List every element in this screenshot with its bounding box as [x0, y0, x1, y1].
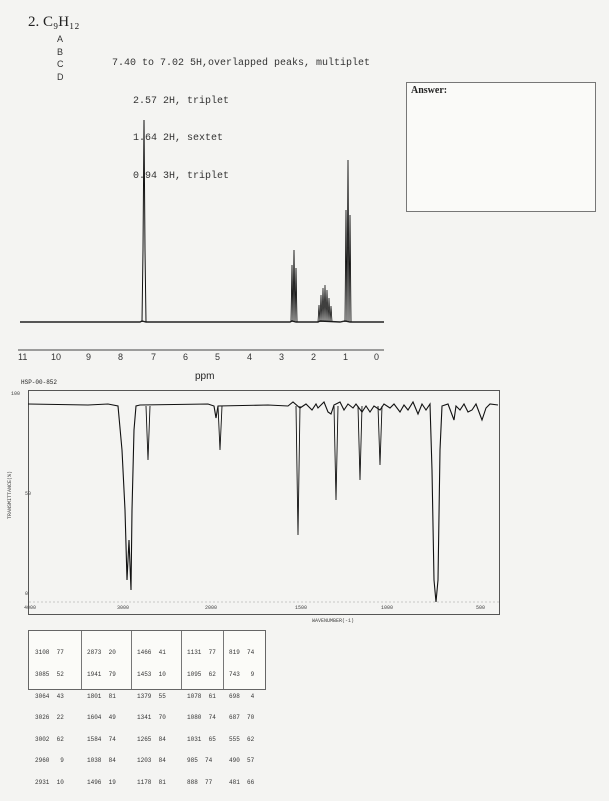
ir-table-col-4: 1131 77 1095 62 1078 61 1080 74 1031 65 … — [187, 635, 216, 801]
table-cell: 1080 74 — [187, 714, 216, 722]
table-cell: 1178 81 — [137, 779, 166, 787]
table-cell: 1453 10 — [137, 671, 166, 679]
ir-x-1500: 1500 — [295, 605, 308, 611]
option-letters: A B C D — [57, 33, 64, 83]
ir-sample-code: HSP-00-852 — [21, 379, 58, 386]
ir-y-0: 0 — [25, 591, 29, 597]
table-cell: 2931 10 — [35, 779, 64, 787]
nmr-tick-8: 8 — [118, 352, 124, 362]
answer-box[interactable]: Answer: — [406, 82, 596, 212]
nmr-line-2: 2.57 2H, triplet — [133, 95, 230, 107]
nmr-peak-triplet-094 — [344, 159, 352, 323]
nmr-spectrum — [18, 119, 384, 351]
nmr-tick-6: 6 — [183, 352, 189, 362]
table-cell: 698 4 — [229, 692, 255, 700]
answer-label: Answer: — [411, 85, 448, 96]
table-cell: 3064 43 — [35, 692, 64, 700]
table-cell: 819 74 — [229, 649, 255, 657]
table-cell: 3085 52 — [35, 671, 64, 679]
ir-table-col-3: 1466 41 1453 10 1379 55 1341 70 1265 84 … — [137, 635, 166, 801]
table-cell: 1038 84 — [87, 757, 116, 765]
table-cell: 3026 22 — [35, 714, 64, 722]
nmr-data-block: 7.40 to 7.02 5H,overlapped peaks, multip… — [112, 33, 370, 196]
nmr-tick-3: 3 — [279, 352, 285, 362]
table-divider — [131, 631, 132, 689]
nmr-tick-10: 10 — [51, 352, 62, 362]
letter-d: D — [57, 71, 64, 82]
table-cell: 1095 62 — [187, 671, 216, 679]
nmr-line-3: 1.64 2H, sextet — [133, 133, 224, 144]
ir-trace — [28, 400, 499, 603]
table-cell: 490 57 — [229, 757, 255, 765]
table-divider — [223, 631, 224, 689]
table-cell: 481 66 — [229, 779, 255, 787]
problem-title: 2. C₉H₁₂ — [28, 14, 80, 30]
ir-x-1000: 1000 — [381, 605, 394, 611]
ir-table-col-2: 2873 20 1941 79 1801 81 1604 49 1584 74 … — [87, 635, 116, 801]
table-cell: 1801 81 — [87, 692, 116, 700]
ir-table-col-1: 3108 77 3085 52 3064 43 3026 22 3002 62 … — [35, 635, 64, 801]
nmr-unit-label: ppm — [195, 371, 215, 382]
letter-a: A — [57, 34, 64, 44]
nmr-peak-triplet-257 — [290, 249, 298, 323]
nmr-tick-0: 0 — [374, 352, 380, 362]
nmr-peak-aromatic — [141, 119, 147, 323]
nmr-line-4: 0.94 3H, triplet — [133, 170, 230, 182]
ir-y-100: 100 — [11, 391, 21, 397]
nmr-tick-7: 7 — [151, 352, 157, 362]
nmr-peak-sextet-164 — [317, 284, 333, 323]
ir-spectrum — [28, 390, 500, 615]
table-cell: 555 62 — [229, 735, 255, 743]
ir-x-2000: 2000 — [205, 605, 218, 611]
table-cell: 985 74 — [187, 757, 213, 765]
ir-x-4000: 4000 — [24, 605, 37, 611]
table-cell: 3002 62 — [35, 735, 64, 743]
table-cell: 1466 41 — [137, 649, 166, 657]
ir-x-500: 500 — [476, 605, 486, 611]
letter-c: C — [57, 59, 64, 69]
table-cell: 1131 77 — [187, 649, 216, 657]
ir-table-col-5: 819 74 743 9 698 4 687 70 555 62 490 57 … — [229, 635, 254, 801]
table-cell: 687 70 — [229, 714, 255, 722]
table-cell: 1379 55 — [137, 692, 166, 700]
table-cell: 2960 9 — [35, 757, 64, 765]
nmr-tick-5: 5 — [215, 352, 221, 362]
nmr-tick-4: 4 — [247, 352, 253, 362]
ir-x-3000: 3000 — [117, 605, 130, 611]
table-cell: 1031 65 — [187, 735, 216, 743]
table-divider — [181, 631, 182, 689]
ir-x-label: WAVENUMBER(-1) — [312, 618, 355, 624]
table-divider — [81, 631, 82, 689]
ir-peak-table: 3108 77 3085 52 3064 43 3026 22 3002 62 … — [28, 630, 266, 786]
nmr-baseline — [20, 320, 384, 323]
table-cell: 1341 70 — [137, 714, 166, 722]
letter-b: B — [57, 46, 64, 57]
nmr-tick-9: 9 — [86, 352, 92, 362]
table-cell: 1203 84 — [137, 757, 166, 765]
table-cell: 1941 79 — [87, 671, 116, 679]
table-cell: 2873 20 — [87, 649, 116, 657]
table-cell: 1265 84 — [137, 735, 166, 743]
nmr-tick-1: 1 — [343, 352, 349, 362]
table-cell: 1496 19 — [87, 779, 116, 787]
nmr-tick-11: 11 — [18, 352, 28, 362]
nmr-line-1: 7.40 to 7.02 5H,overlapped peaks, multip… — [112, 58, 371, 69]
table-cell: 1604 49 — [87, 714, 116, 722]
table-cell: 743 9 — [229, 671, 255, 679]
ir-y-label: TRANSMITTANCE(%) — [7, 471, 13, 520]
table-cell: 1584 74 — [87, 735, 116, 743]
table-cell: 888 77 — [187, 779, 213, 787]
table-cell: 3108 77 — [35, 649, 64, 657]
table-cell: 1078 61 — [187, 692, 216, 700]
nmr-tick-2: 2 — [311, 352, 317, 362]
